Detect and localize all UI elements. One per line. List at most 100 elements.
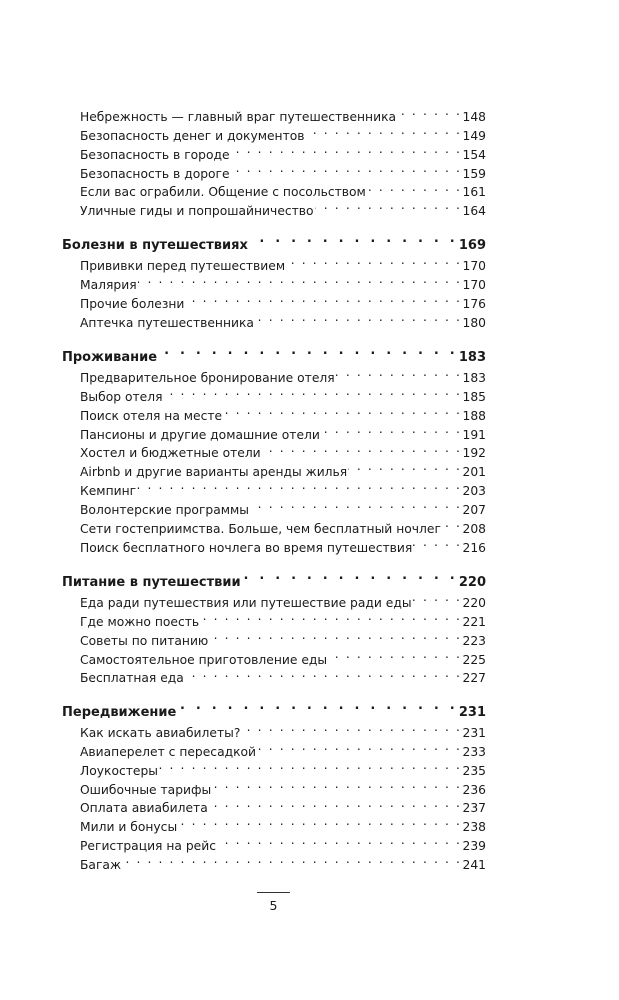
toc-entry: Лоукостеры 235 bbox=[62, 756, 486, 778]
toc-entry: Багаж 241 bbox=[62, 850, 486, 872]
toc-section: Небрежность — главный враг путешественни… bbox=[62, 102, 486, 218]
dot-leader bbox=[122, 850, 461, 869]
entry-title: Бесплатная еда bbox=[80, 671, 184, 686]
toc-entry: Ошибочные тарифы 236 bbox=[62, 775, 486, 797]
dot-leader bbox=[231, 159, 462, 178]
entry-page: 221 bbox=[462, 614, 486, 629]
entry-page: 231 bbox=[462, 725, 486, 740]
toc-entry: Безопасность в дороге 159 bbox=[62, 159, 486, 181]
dot-leader bbox=[413, 588, 462, 607]
dot-leader bbox=[241, 718, 461, 737]
dot-leader bbox=[223, 401, 461, 420]
toc-entry: Как искать авиабилеты? 231 bbox=[62, 718, 486, 740]
dot-leader bbox=[442, 514, 462, 533]
dot-leader bbox=[177, 696, 458, 716]
entry-title: Мили и бонусы bbox=[80, 820, 178, 835]
dot-leader bbox=[413, 533, 461, 552]
toc-entry: Поиск бесплатного ночлега во время путеш… bbox=[62, 533, 486, 555]
entry-title: Сети гостеприимства. Больше, чем бесплат… bbox=[80, 522, 441, 537]
dot-leader bbox=[257, 737, 461, 756]
page-number-rule bbox=[257, 892, 290, 893]
entry-title: Хостел и бюджетные отели bbox=[80, 446, 261, 461]
entry-page: 203 bbox=[462, 484, 486, 499]
entry-page: 169 bbox=[458, 238, 486, 253]
toc-section: Болезни в путешествиях169Прививки перед … bbox=[62, 229, 486, 330]
dot-leader bbox=[185, 664, 462, 683]
dot-leader bbox=[212, 775, 461, 794]
entry-page: 148 bbox=[462, 109, 486, 124]
toc-entry: Если вас ограбили. Общение с посольством… bbox=[62, 178, 486, 200]
entry-title: Прочие болезни bbox=[80, 296, 185, 311]
entry-title: Советы по питанию bbox=[80, 633, 209, 648]
entry-page: 220 bbox=[458, 575, 486, 590]
toc-entry: Прочие болезни 176 bbox=[62, 289, 486, 311]
entry-title: Кемпинг bbox=[80, 484, 137, 499]
entry-title: Волонтерские программы bbox=[80, 503, 250, 518]
toc-entry: Оплата авиабилета 237 bbox=[62, 794, 486, 816]
dot-leader bbox=[250, 495, 462, 514]
entry-title: Лоукостеры bbox=[80, 763, 159, 778]
dot-leader bbox=[262, 439, 462, 458]
toc-entry: Аптечка путешественника 180 bbox=[62, 308, 486, 330]
entry-page: 176 bbox=[462, 296, 486, 311]
toc-entry: Пансионы и другие домашние отели 191 bbox=[62, 420, 486, 442]
toc-entry: Малярия 170 bbox=[62, 270, 486, 292]
dot-leader bbox=[242, 566, 458, 586]
section-heading: Передвижение 231 bbox=[62, 696, 486, 720]
dot-leader bbox=[217, 831, 462, 850]
entry-title: Где можно поесть bbox=[80, 614, 200, 629]
toc-section: Питание в путешествии220Еда ради путешес… bbox=[62, 566, 486, 686]
entry-page: 239 bbox=[462, 839, 486, 854]
toc-entry: Советы по питанию 223 bbox=[62, 626, 486, 648]
entry-page: 216 bbox=[462, 540, 486, 555]
entry-page: 220 bbox=[462, 595, 486, 610]
entry-page: 231 bbox=[458, 705, 486, 720]
entry-page: 241 bbox=[462, 858, 486, 873]
entry-page: 237 bbox=[462, 801, 486, 816]
entry-page: 159 bbox=[462, 166, 486, 181]
entry-page: 225 bbox=[462, 652, 486, 667]
dot-leader bbox=[367, 178, 462, 197]
dot-leader bbox=[209, 626, 461, 645]
entry-page: 201 bbox=[462, 465, 486, 480]
entry-title: Болезни в путешествиях bbox=[62, 238, 248, 253]
entry-title: Малярия bbox=[80, 277, 137, 292]
page-number: 5 bbox=[269, 898, 278, 913]
entry-title: Багаж bbox=[80, 858, 122, 873]
entry-page: 180 bbox=[462, 315, 486, 330]
toc-entry: Где можно поесть 221 bbox=[62, 607, 486, 629]
toc-entry: Мили и бонусы 238 bbox=[62, 812, 486, 834]
entry-title: Оплата авиабилета bbox=[80, 801, 208, 816]
dot-leader bbox=[286, 251, 461, 270]
entry-title: Уличные гиды и попрошайничество bbox=[80, 204, 314, 219]
entry-page: 161 bbox=[462, 185, 486, 200]
entry-page: 188 bbox=[462, 408, 486, 423]
section-heading: Болезни в путешествиях 169 bbox=[62, 229, 486, 253]
toc-entry: Сети гостеприимства. Больше, чем бесплат… bbox=[62, 514, 486, 536]
entry-page: 191 bbox=[462, 427, 486, 442]
dot-leader bbox=[328, 645, 461, 664]
entry-title: Ошибочные тарифы bbox=[80, 782, 212, 797]
dot-leader bbox=[200, 607, 461, 626]
dot-leader bbox=[163, 382, 461, 401]
entry-page: 154 bbox=[462, 147, 486, 162]
dot-leader bbox=[138, 270, 462, 289]
dot-leader bbox=[397, 102, 461, 121]
entry-page: 235 bbox=[462, 763, 486, 778]
entry-page: 233 bbox=[462, 744, 486, 759]
toc-entry: Волонтерские программы 207 bbox=[62, 495, 486, 517]
dot-leader bbox=[249, 229, 458, 249]
toc-entry: Поиск отеля на месте 188 bbox=[62, 401, 486, 423]
entry-page: 170 bbox=[462, 277, 486, 292]
toc-section: Передвижение 231 Как искать авиабилеты? 231… bbox=[62, 696, 486, 872]
entry-title: Пансионы и другие домашние отели bbox=[80, 427, 320, 442]
dot-leader bbox=[178, 812, 461, 831]
entry-title: Питание в путешествии bbox=[62, 575, 241, 590]
toc-section: Проживание183Предварительное бронировани… bbox=[62, 341, 486, 555]
entry-title: Если вас ограбили. Общение с посольством bbox=[80, 185, 366, 200]
dot-leader bbox=[137, 476, 461, 495]
entry-title: Аптечка путешественника bbox=[80, 315, 254, 330]
dot-leader bbox=[231, 140, 462, 159]
toc-entry: Бесплатная еда 227 bbox=[62, 664, 486, 686]
entry-title: Безопасность в городе bbox=[80, 147, 230, 162]
